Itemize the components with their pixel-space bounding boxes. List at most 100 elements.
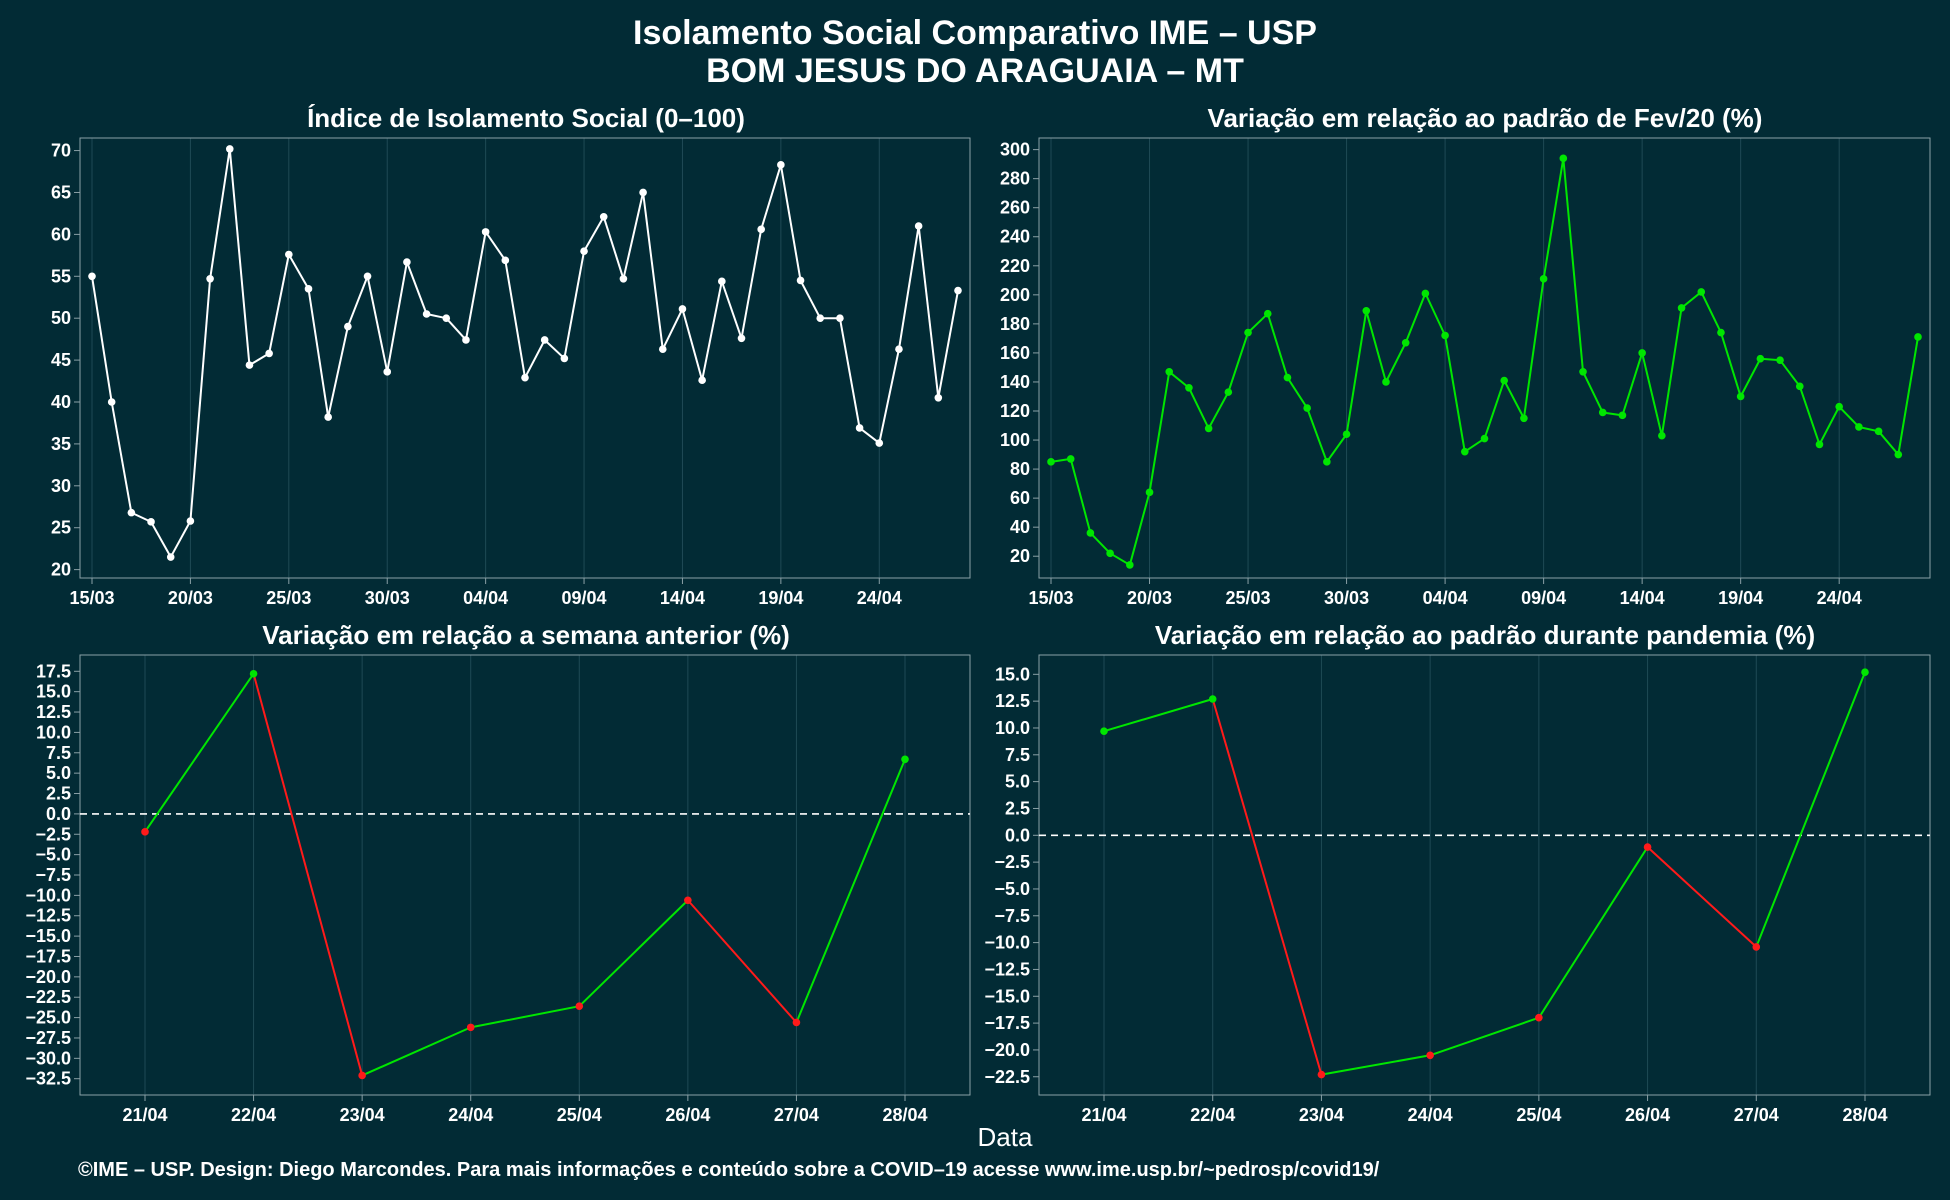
panel1-point	[501, 256, 510, 265]
x-axis-label: Data	[978, 1122, 1033, 1152]
panel4-xtick-label: 24/04	[1408, 1105, 1453, 1125]
panel3-xtick-label: 27/04	[774, 1105, 819, 1125]
panel2-line-segment	[1089, 532, 1111, 555]
panel1-title: Índice de Isolamento Social (0–100)	[307, 103, 745, 133]
panel1-xtick-label: 04/04	[463, 588, 508, 608]
panel2-line-segment	[1719, 332, 1742, 397]
panel2-line-segment	[1404, 293, 1427, 344]
panel1-point	[737, 334, 746, 343]
panel2-point	[1401, 338, 1410, 347]
panel2-line-segment	[1345, 310, 1368, 435]
panel2-point	[1185, 383, 1193, 392]
panel2-line-segment	[1621, 352, 1644, 416]
panel4-xtick-label: 21/04	[1081, 1105, 1126, 1125]
panel3-ytick-label: −15.0	[25, 926, 71, 946]
panel1-xtick-label: 24/04	[857, 588, 902, 608]
panel4-point	[1100, 727, 1108, 735]
panel2-line-segment	[1739, 358, 1762, 397]
panel4-plot: 21/04 22/04 23/04 24/04 25/04 26/04 27/04 28/04…	[984, 654, 1931, 1125]
panel3-ytick-label: −5.0	[35, 845, 71, 865]
panel1-xtick-label: 15/03	[69, 588, 114, 608]
panel1-xtick-label: 25/03	[266, 588, 311, 608]
panel2-ytick-label: 100	[1000, 430, 1030, 450]
panel3-ytick-label: −17.5	[25, 946, 71, 966]
panel2-point	[1520, 414, 1528, 423]
panel2-point	[1677, 304, 1686, 312]
panel2-line-segment	[1542, 158, 1565, 280]
panel4-xtick-label: 28/04	[1842, 1105, 1887, 1125]
panel1-point	[383, 368, 392, 376]
panel2-line-segment	[1109, 552, 1131, 566]
panel2-ytick-label: 120	[1000, 401, 1030, 421]
panel4-xtick-label: 23/04	[1299, 1105, 1344, 1125]
panel2-ytick-label: 260	[1000, 198, 1030, 218]
panel2-point	[1421, 289, 1430, 298]
panel2-point	[1717, 328, 1725, 337]
panel2-line-segment	[1680, 291, 1702, 309]
panel2-line-segment	[1247, 312, 1269, 334]
panel1-point	[540, 336, 549, 344]
panel2-xtick-label: 25/03	[1226, 588, 1271, 608]
panel1-point	[836, 314, 844, 322]
panel2-ytick-label: 280	[1000, 169, 1030, 189]
panel3-line-segment	[361, 1026, 472, 1077]
panel1-line-segment	[445, 317, 467, 341]
panel1-line-segment	[622, 192, 645, 280]
panel2-point	[1362, 307, 1371, 315]
panel1-line-segment	[150, 521, 172, 558]
panel3-ytick-label: 10.0	[36, 722, 71, 742]
panel1-line-segment	[740, 229, 763, 339]
panel2-line-segment	[1286, 377, 1308, 409]
panel1-point	[678, 305, 687, 313]
panel2-line-segment	[1838, 405, 1860, 428]
panel3-title: Variação em relação a semana anterior (%…	[262, 620, 790, 650]
caption: ©IME – USP. Design: Diego Marcondes. Par…	[78, 1159, 1380, 1181]
panel4-ytick-label: 10.0	[995, 718, 1030, 738]
panel1-point	[560, 354, 569, 363]
panel3-ytick-label: −7.5	[35, 865, 71, 885]
panel2-point	[1638, 349, 1646, 357]
panel3-ytick-label: −25.0	[25, 1008, 71, 1028]
panel4-ytick-label: −15.0	[984, 986, 1030, 1006]
panel2-xtick-label: 24/04	[1817, 588, 1862, 608]
panel2-ytick-label: 80	[1010, 459, 1030, 479]
panel2-point	[1224, 388, 1233, 396]
panel4-ytick-label: −10.0	[984, 933, 1030, 953]
panel1-line-segment	[760, 164, 782, 230]
panel2-ytick-label: 140	[1000, 372, 1030, 392]
panel3-ytick-label: −20.0	[25, 967, 71, 987]
panel4-line-segment	[1429, 1016, 1540, 1057]
panel3-ytick-label: −2.5	[35, 824, 71, 844]
panel3-point	[684, 896, 692, 905]
panel2-line-segment	[1779, 359, 1801, 387]
panel1-line-segment	[189, 278, 212, 522]
panel4-ytick-label: 0.0	[1005, 825, 1030, 845]
panel1-line-segment	[858, 427, 880, 444]
panel2-ytick-label: 220	[1000, 256, 1030, 276]
panel1-line-segment	[248, 352, 270, 366]
panel3-line-segment	[687, 899, 798, 1024]
panel1-point	[166, 553, 175, 561]
panel3-point	[575, 1002, 584, 1010]
panel2-point	[1441, 331, 1449, 340]
panel3-ytick-label: 12.5	[36, 702, 71, 722]
panel3-xtick-label: 28/04	[882, 1105, 927, 1125]
panel1-xtick-label: 19/04	[758, 588, 803, 608]
panel2-line-segment	[1306, 407, 1328, 463]
panel1-point	[914, 222, 923, 230]
panel2-line-segment	[1483, 380, 1506, 439]
panel2-point	[1086, 529, 1095, 537]
panel4-xtick-label: 27/04	[1734, 1105, 1779, 1125]
panel3-point	[792, 1018, 801, 1027]
panel2-ytick-label: 160	[1000, 343, 1030, 363]
panel1-point	[186, 517, 195, 525]
panel2-ytick-label: 60	[1010, 488, 1030, 508]
panel4-line-segment	[1103, 698, 1213, 733]
panel3-ytick-label: −27.5	[25, 1028, 71, 1048]
panel1-line-segment	[91, 276, 113, 403]
panel4-xtick-label: 22/04	[1190, 1105, 1235, 1125]
panel2-ytick-label: 20	[1010, 546, 1030, 566]
panel3-xtick-label: 26/04	[665, 1105, 710, 1125]
panel2-line-segment	[1897, 336, 1919, 455]
panel1-line-segment	[937, 290, 959, 398]
